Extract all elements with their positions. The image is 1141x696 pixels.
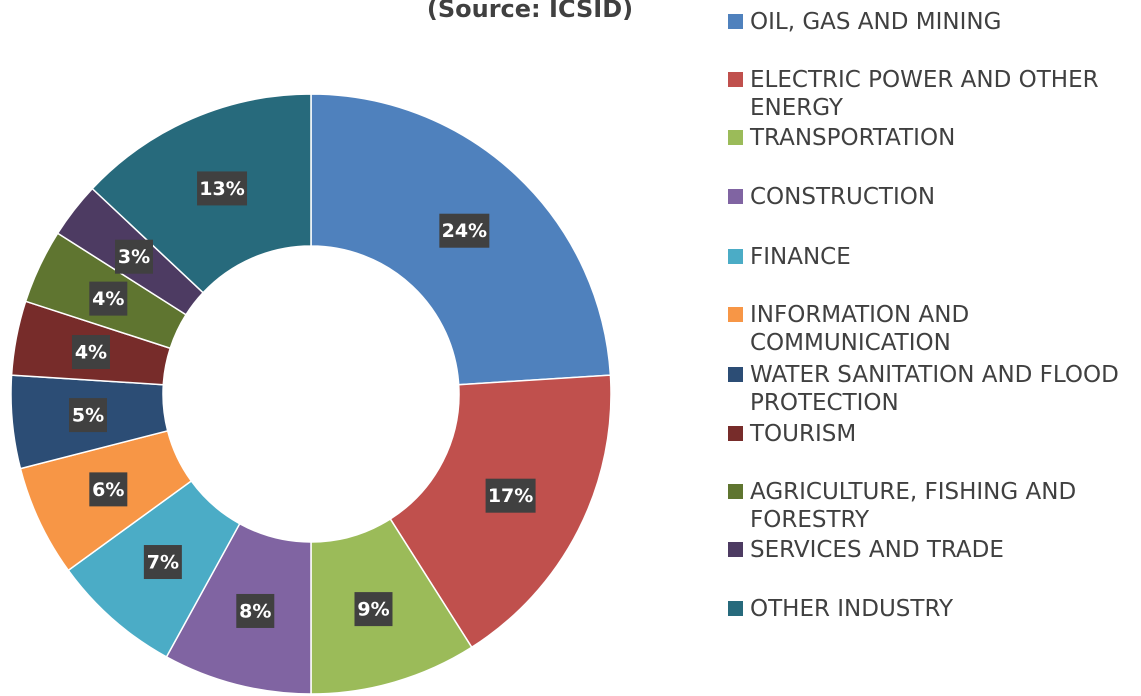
legend-item: WATER SANITATION AND FLOOD PROTECTION	[728, 361, 1128, 417]
data-label: 4%	[92, 288, 124, 310]
legend-swatch	[728, 307, 743, 322]
data-label-box	[485, 478, 536, 513]
data-label: 9%	[357, 599, 389, 621]
data-label-box	[71, 335, 110, 370]
data-label: 8%	[239, 600, 271, 622]
legend-swatch	[728, 130, 743, 145]
data-label-box	[236, 593, 275, 628]
legend-label: FINANCE	[750, 244, 851, 270]
data-label-box	[439, 213, 490, 248]
legend-label: CONSTRUCTION	[750, 184, 936, 210]
legend-label: TRANSPORTATION	[750, 125, 956, 151]
legend-label: INFORMATION AND COMMUNICATION	[750, 302, 970, 356]
data-label: 6%	[92, 479, 124, 501]
legend-swatch	[728, 249, 743, 264]
data-label-box	[354, 592, 393, 627]
legend-label: TOURISM	[750, 421, 857, 447]
data-label: 7%	[147, 552, 179, 574]
legend-item: OTHER INDUSTRY	[728, 595, 1128, 623]
data-label: 4%	[75, 342, 107, 364]
legend-swatch	[728, 542, 743, 557]
legend-item: ELECTRIC POWER AND OTHER ENERGY	[728, 66, 1128, 122]
data-label: 13%	[199, 178, 244, 200]
legend-swatch	[728, 14, 743, 29]
legend-item: SERVICES AND TRADE	[728, 536, 1128, 564]
legend-item: AGRICULTURE, FISHING AND FORESTRY	[728, 478, 1128, 534]
legend-swatch	[728, 72, 743, 87]
data-label-box	[89, 281, 128, 316]
data-label: 24%	[442, 220, 487, 242]
legend-label: SERVICES AND TRADE	[750, 537, 1004, 563]
legend-swatch	[728, 601, 743, 616]
data-label: 5%	[72, 405, 104, 427]
data-label-box	[143, 545, 182, 580]
legend-item: TOURISM	[728, 420, 1128, 448]
chart-subtitle: (Source: ICSID)	[427, 0, 633, 23]
data-label: 3%	[118, 246, 150, 268]
legend-item: OIL, GAS AND MINING	[728, 8, 1128, 36]
legend-item: FINANCE	[728, 243, 1128, 271]
data-label: 17%	[488, 485, 533, 507]
data-label-box	[68, 398, 107, 433]
data-label-box	[197, 171, 248, 206]
legend-swatch	[728, 189, 743, 204]
legend-label: ELECTRIC POWER AND OTHER ENERGY	[750, 67, 1099, 121]
legend-label: OIL, GAS AND MINING	[750, 9, 1002, 35]
data-label-box	[115, 239, 154, 274]
legend-item: TRANSPORTATION	[728, 124, 1128, 152]
legend-label: WATER SANITATION AND FLOOD PROTECTION	[750, 362, 1119, 416]
legend-swatch	[728, 426, 743, 441]
legend-label: AGRICULTURE, FISHING AND FORESTRY	[750, 479, 1077, 533]
legend-item: CONSTRUCTION	[728, 183, 1128, 211]
legend-item: INFORMATION AND COMMUNICATION	[728, 301, 1128, 357]
legend-swatch	[728, 367, 743, 382]
data-label-box	[89, 472, 128, 507]
legend-swatch	[728, 484, 743, 499]
legend-label: OTHER INDUSTRY	[750, 596, 954, 622]
